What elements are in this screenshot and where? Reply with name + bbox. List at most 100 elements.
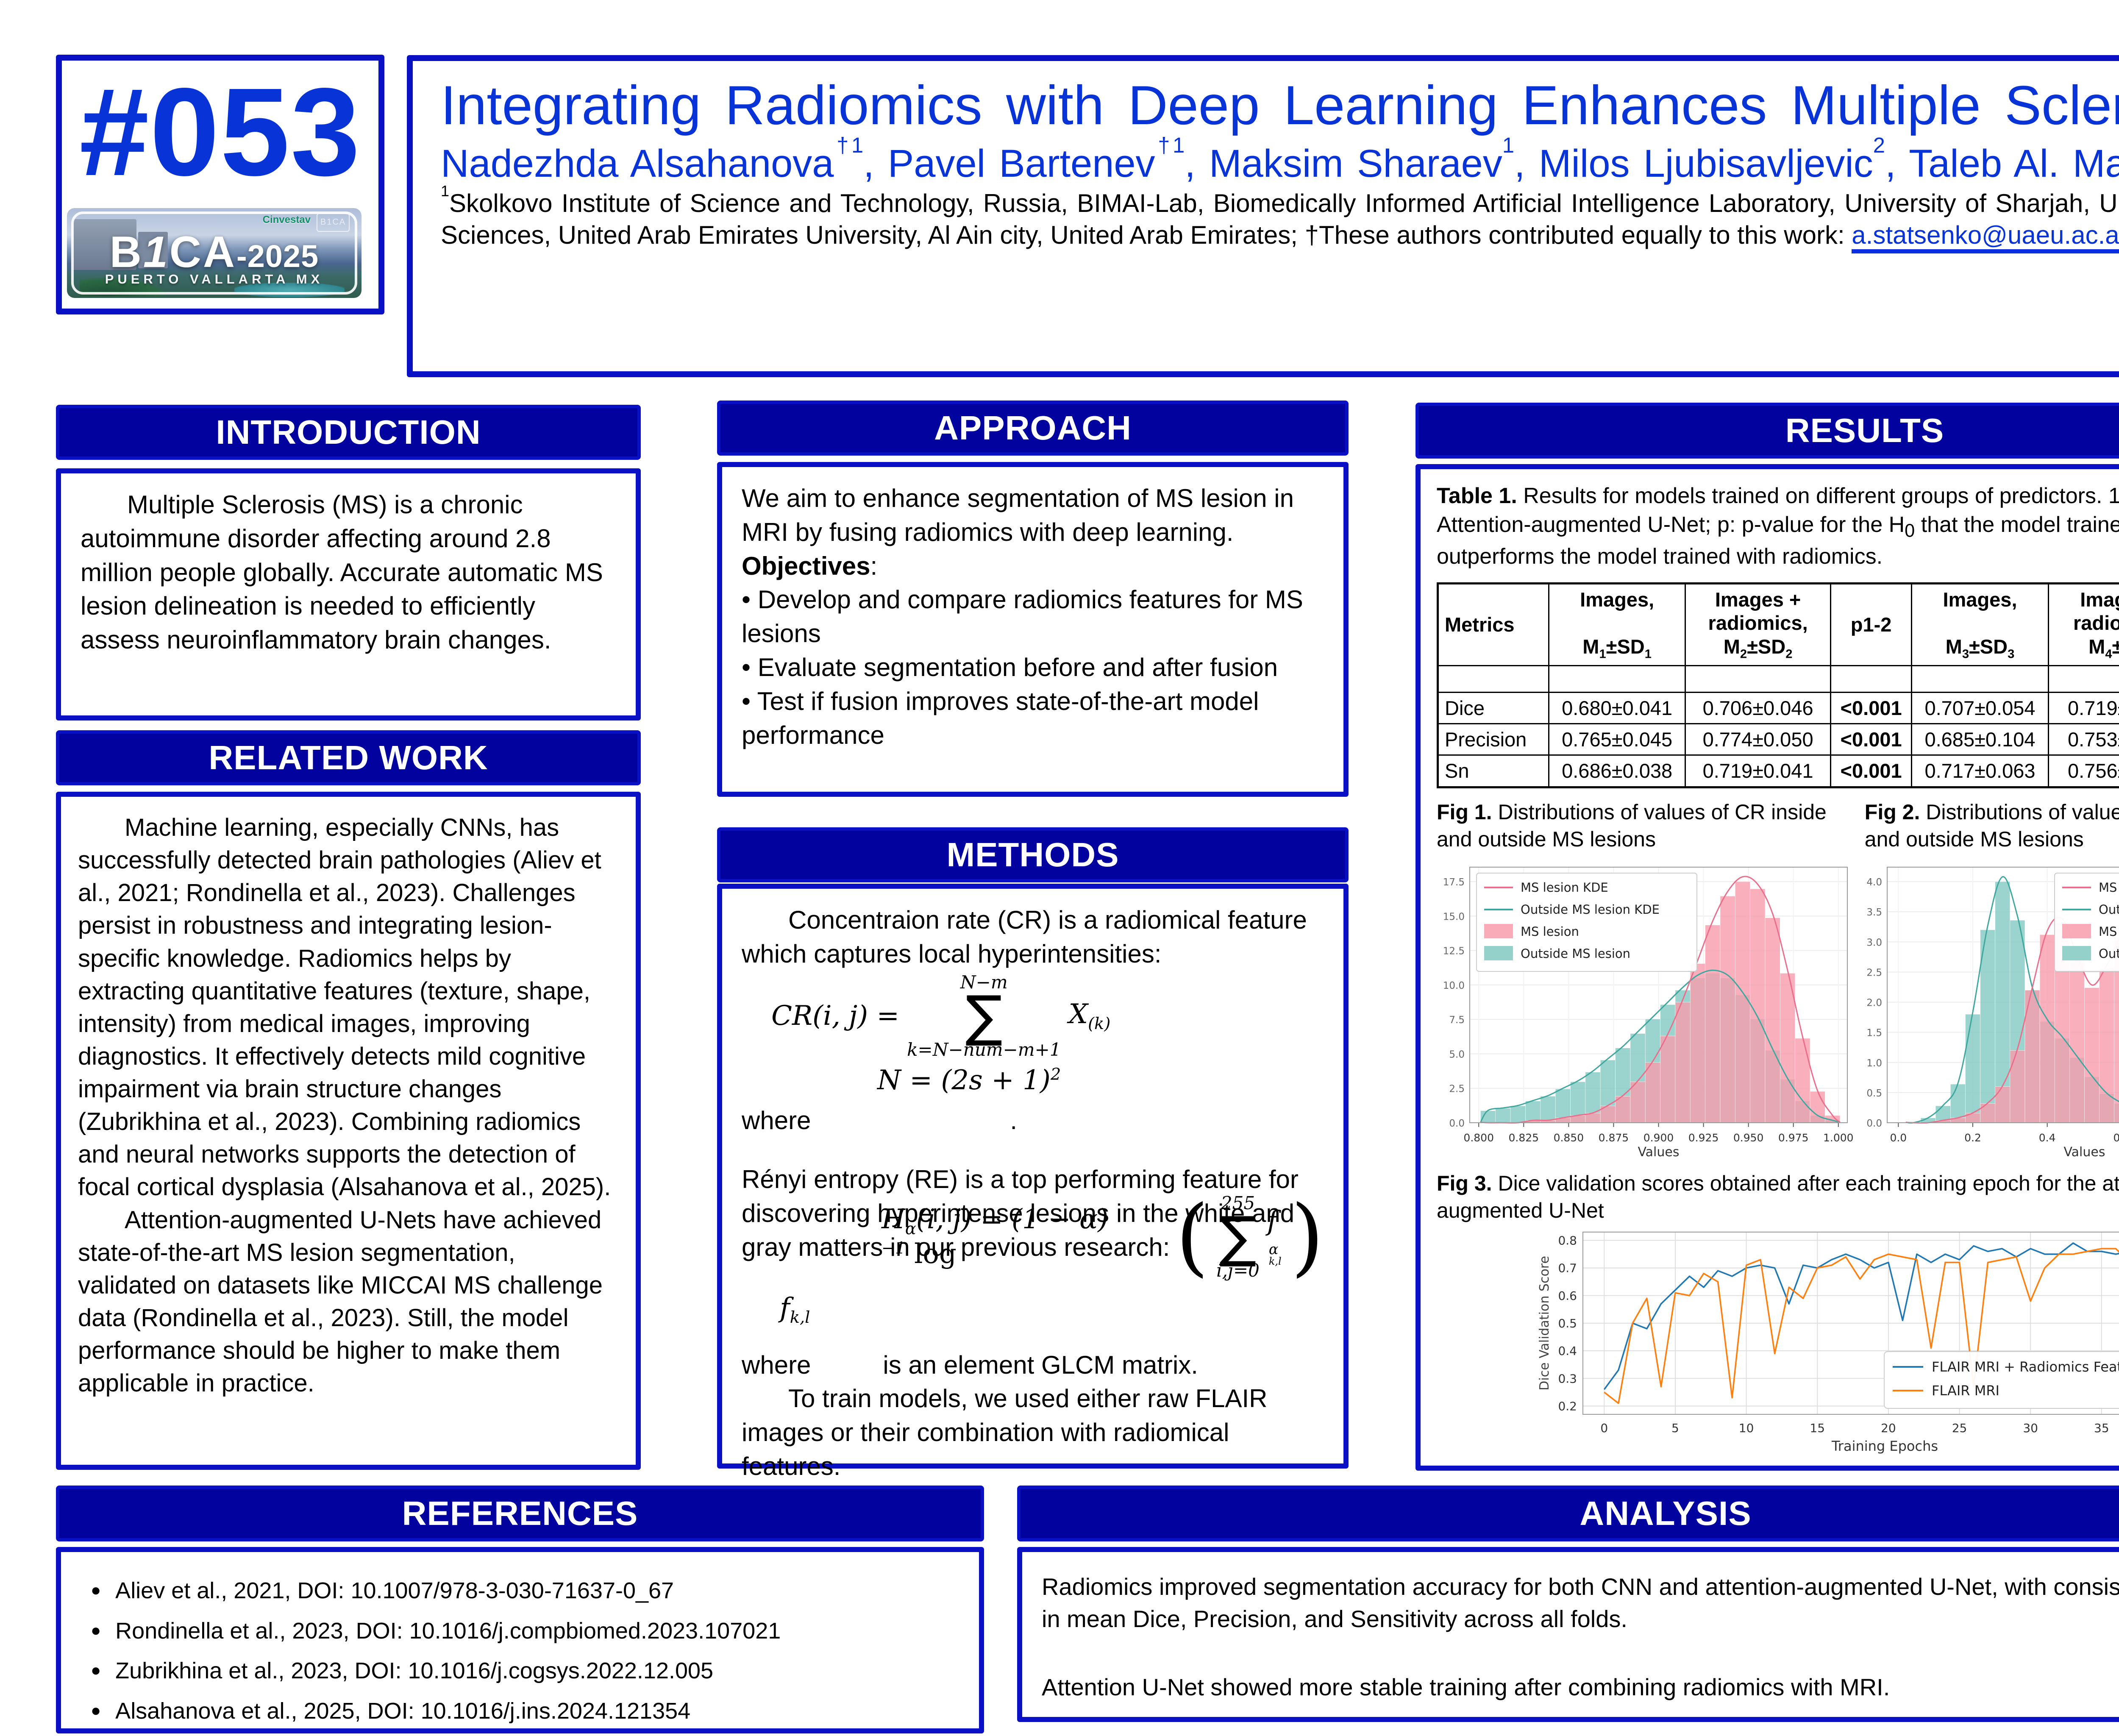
fig1-caption: Fig 1. Distributions of values of CR ins… — [1437, 800, 1827, 851]
fkl-symbol: fk,l — [780, 1292, 810, 1327]
objective-item: Test if fusion improves state-of-the-art… — [742, 684, 1324, 752]
author: Milos Ljubisavljevic2, — [1538, 133, 1909, 186]
svg-text:0.8: 0.8 — [1558, 1233, 1577, 1247]
svg-text:FLAIR MRI + Radiomics Features: FLAIR MRI + Radiomics Features — [1932, 1359, 2119, 1375]
svg-text:0.5: 0.5 — [1558, 1316, 1577, 1330]
table-cell: 0.680±0.041 — [1548, 691, 1686, 725]
svg-text:2.5: 2.5 — [1866, 967, 1882, 978]
svg-text:0.5: 0.5 — [1866, 1088, 1882, 1099]
svg-text:Outside MS lesion: Outside MS lesion — [1521, 946, 1630, 961]
svg-text:Outside MS lesion KDE: Outside MS lesion KDE — [2099, 902, 2119, 917]
table-row: Precision 0.765±0.045 0.774±0.050 <0.001 0.6… — [1437, 723, 2119, 756]
affiliations-line: 1Skolkovo Institute of Science and Techn… — [441, 182, 2119, 249]
svg-text:0.825: 0.825 — [1508, 1132, 1539, 1144]
title-box: Integrating Radiomics with Deep Learning… — [407, 55, 2119, 377]
approach-intro: We aim to enhance segmentation of MS les… — [742, 484, 1294, 546]
svg-text:5: 5 — [1671, 1421, 1679, 1435]
table-cell: 0.719±0.041 — [1685, 754, 1831, 788]
methods-header: METHODS — [717, 827, 1349, 882]
svg-text:MS lesion KDE: MS lesion KDE — [1521, 880, 1608, 895]
author: Maksim Sharaev1, — [1209, 133, 1539, 186]
reference-item: Rondinella et al., 2023, DOI: 10.1016/j.… — [91, 1611, 962, 1651]
table-cell: 0.719±0.063 — [2047, 691, 2119, 725]
author: Nadezhda Alsahanova†1, — [441, 133, 888, 186]
results-header: RESULTS — [1415, 403, 2119, 459]
introduction-header: INTRODUCTION — [56, 405, 641, 460]
analysis-header: ANALYSIS — [1017, 1486, 2119, 1541]
svg-text:3.5: 3.5 — [1866, 907, 1882, 918]
cinvestav-logo: Cinvestav — [262, 214, 311, 225]
bica-2025-photo: Cinvestav B1CA B1CA-2025 PUERTO VALLARTA… — [67, 208, 362, 298]
svg-text:2.5: 2.5 — [1449, 1084, 1465, 1095]
table-cell: 0.686±0.038 — [1548, 754, 1686, 788]
fig2-caption: Fig 2. Distributions of values of RE ins… — [1864, 800, 2119, 851]
objective-item: Evaluate segmentation before and after f… — [742, 651, 1324, 684]
svg-text:0.2: 0.2 — [1558, 1399, 1577, 1413]
table-cell: 0.753±0.058 — [2047, 723, 2119, 756]
svg-text:0.6: 0.6 — [1558, 1289, 1577, 1303]
author: Pavel Bartenev†1, — [887, 133, 1210, 186]
bica-frame — [71, 211, 357, 295]
bica-title: B1CA-2025 — [109, 228, 319, 277]
svg-text:17.5: 17.5 — [1443, 877, 1465, 888]
svg-text:30: 30 — [2023, 1421, 2038, 1435]
table-cell: Sn — [1437, 754, 1549, 788]
affiliation: 2College of Medicine and Health Sciences… — [441, 220, 1845, 249]
results-table: Metrics Images, M1±SD1 Images + radiomics, M2… — [1437, 582, 2119, 788]
table-cell: <0.001 — [1830, 691, 1913, 725]
svg-text:0.0: 0.0 — [1866, 1118, 1882, 1129]
authors-line: Nadezhda Alsahanova†1, Pavel Bartenev†1,… — [441, 133, 2119, 186]
svg-text:MS lesion KDE: MS lesion KDE — [2099, 880, 2119, 895]
svg-text:12.5: 12.5 — [1443, 946, 1465, 957]
svg-text:Outside MS lesion: Outside MS lesion — [2099, 946, 2119, 961]
table-cell: <0.001 — [1830, 723, 1913, 756]
objective-item: Develop and compare radiomics features f… — [742, 583, 1324, 651]
svg-text:5.0: 5.0 — [1449, 1049, 1465, 1060]
svg-text:0.850: 0.850 — [1554, 1132, 1584, 1144]
svg-text:25: 25 — [1952, 1421, 1967, 1435]
methods-where2: where is an element GLCM matrix. — [742, 1350, 1198, 1379]
related-work-para2: Attention-augmented U-Nets have achieved… — [78, 1206, 603, 1397]
table-cell: 0.774±0.050 — [1685, 723, 1831, 756]
table-cell: Dice — [1437, 691, 1549, 725]
svg-text:35: 35 — [2094, 1421, 2109, 1435]
analysis-body: Radiomics improved segmentation accuracy… — [1017, 1547, 2119, 1722]
svg-text:0: 0 — [1600, 1421, 1608, 1435]
table-cell: 0.706±0.046 — [1685, 691, 1831, 725]
table-header-cell: Images +radiomics,M4±SD4 — [2047, 582, 2119, 666]
svg-text:10: 10 — [1739, 1421, 1754, 1435]
svg-text:FLAIR MRI: FLAIR MRI — [1932, 1383, 1999, 1399]
methods-para4: To train models, we used either raw FLAI… — [742, 1384, 1268, 1480]
bica-building-shape — [73, 219, 136, 270]
bica-subtitle: PUERTO VALLARTA MX — [105, 272, 324, 287]
fig3-dice-validation-chart: 0.20.30.40.50.60.70.80510152025303540Tra… — [1537, 1231, 2119, 1454]
svg-text:3.0: 3.0 — [1866, 937, 1882, 948]
email-link[interactable]: a.statsenko@uaeu.ac.ae — [1852, 220, 2119, 253]
svg-text:Values: Values — [1638, 1145, 1679, 1160]
fig2-re-distribution-chart: 0.00.51.01.52.02.53.03.54.00.00.20.40.60… — [1866, 866, 2119, 1160]
svg-text:0.975: 0.975 — [1778, 1132, 1809, 1144]
svg-text:2.0: 2.0 — [1866, 997, 1882, 1008]
references-list: Aliev et al., 2021, DOI: 10.1007/978-3-0… — [78, 1571, 962, 1731]
table-cell: 0.685±0.104 — [1911, 723, 2049, 756]
svg-text:4.0: 4.0 — [1866, 877, 1882, 888]
svg-text:0.4: 0.4 — [1558, 1344, 1577, 1358]
references-body: Aliev et al., 2021, DOI: 10.1007/978-3-0… — [56, 1547, 984, 1733]
poster-title: Integrating Radiomics with Deep Learning… — [441, 74, 2119, 136]
methods-para2: Rényi entropy (RE) is a top performing f… — [742, 1165, 1299, 1261]
bica-pool-shape — [234, 283, 345, 297]
introduction-text: Multiple Sclerosis (MS) is a chronic aut… — [81, 490, 603, 654]
svg-text:0.2: 0.2 — [1964, 1132, 1981, 1144]
introduction-body: Multiple Sclerosis (MS) is a chronic aut… — [56, 468, 641, 721]
svg-text:0.4: 0.4 — [2039, 1132, 2056, 1144]
methods-where1: where. — [742, 1106, 1018, 1135]
svg-text:0.950: 0.950 — [1733, 1132, 1764, 1144]
table-header-cell: Images + radiomics, M2±SD2 — [1685, 582, 1831, 666]
svg-text:0.0: 0.0 — [1890, 1132, 1907, 1144]
svg-text:0.3: 0.3 — [1558, 1372, 1577, 1385]
svg-text:15.0: 15.0 — [1443, 911, 1465, 922]
table-cell: <0.001 — [1830, 754, 1913, 788]
table-header-cell: Metrics — [1437, 582, 1549, 666]
